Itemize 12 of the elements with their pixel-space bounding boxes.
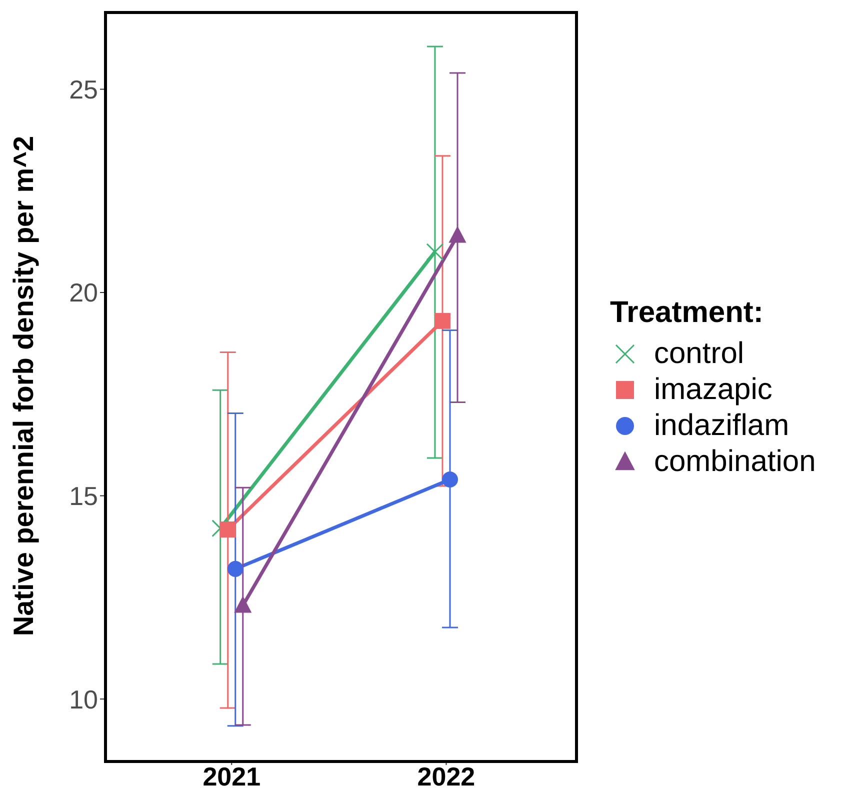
legend-label: control: [654, 337, 744, 371]
legend-title: Treatment:: [610, 296, 764, 330]
y-axis-title: Native perennial forb density per m^2: [8, 136, 39, 636]
y-tick-label: 15: [69, 480, 98, 511]
y-tick-label: 20: [69, 278, 98, 308]
legend-label: combination: [654, 445, 816, 479]
legend-label: imazapic: [654, 373, 772, 407]
legend-label: indaziflam: [654, 409, 790, 443]
y-tick-label: 10: [69, 684, 98, 714]
x-tick-label: 2021: [202, 761, 261, 792]
y-tick-label: 25: [69, 74, 98, 104]
x-tick-label: 2022: [417, 761, 476, 792]
